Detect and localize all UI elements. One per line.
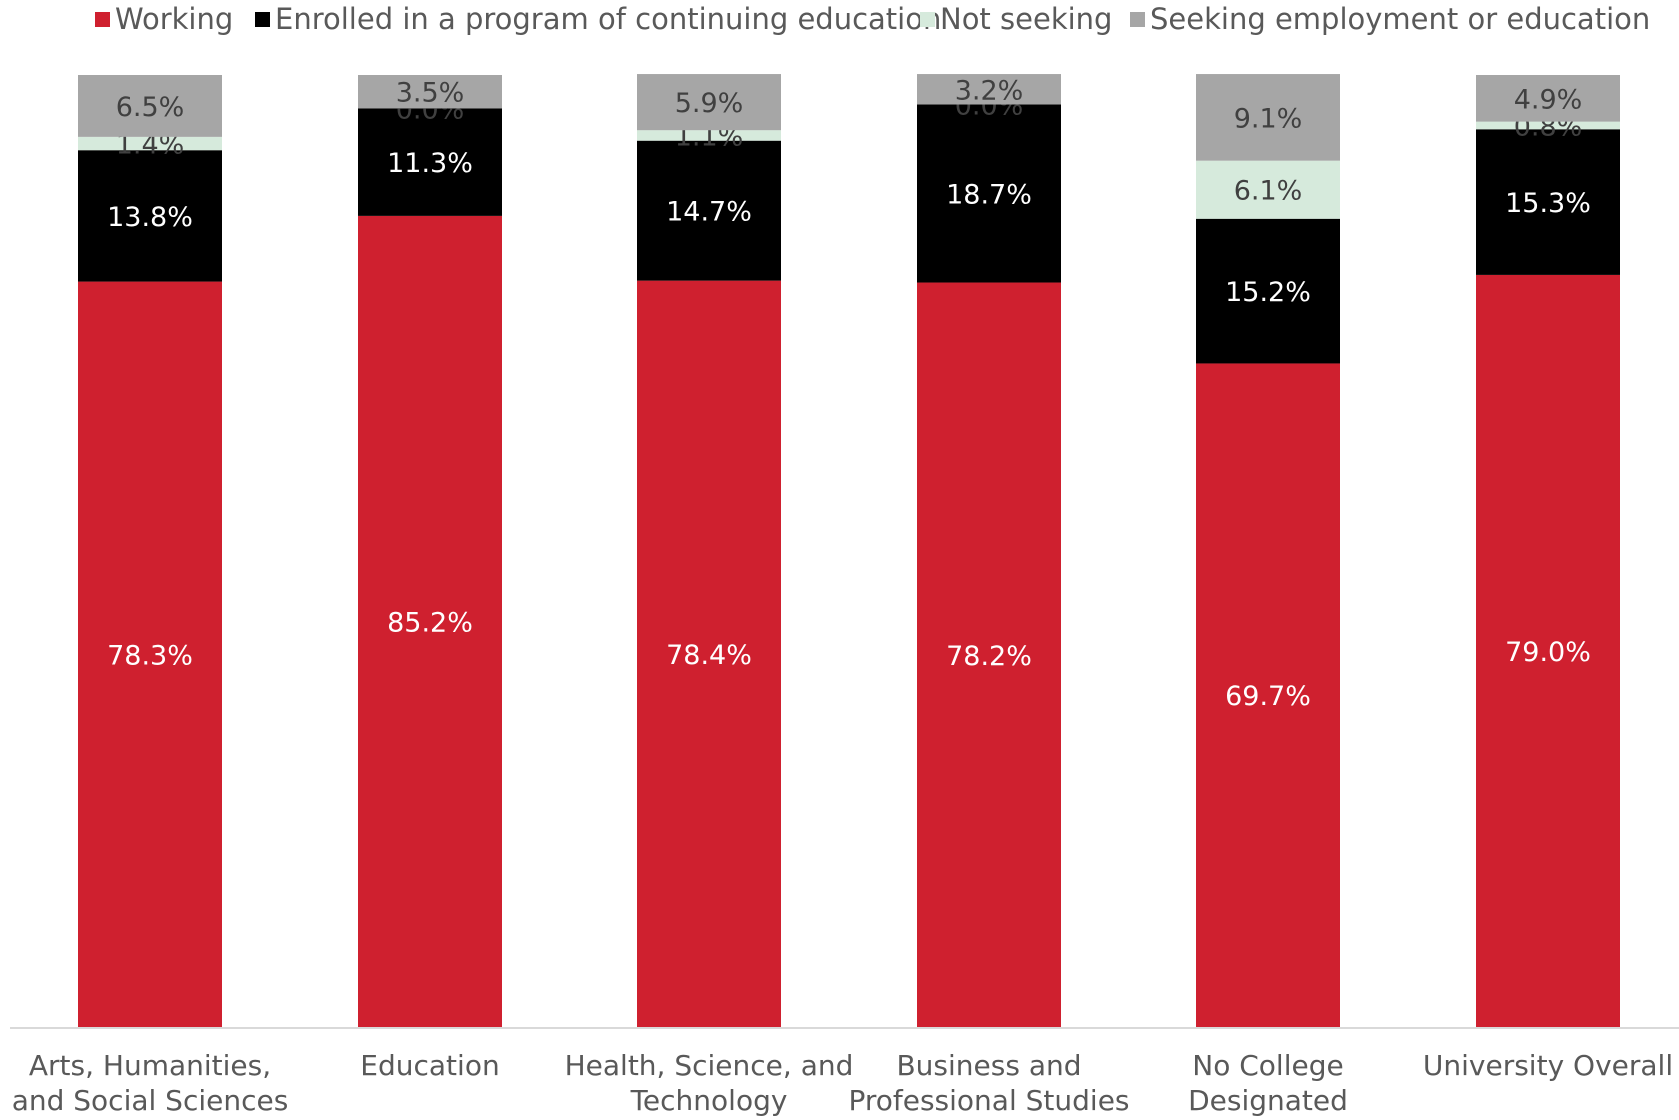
legend-item-seeking: Seeking employment or education [1130, 2, 1650, 36]
bar-segment-enrolled-0 [78, 150, 222, 282]
legend-swatch-enrolled [255, 11, 270, 27]
bar-segment-working-2 [637, 280, 781, 1028]
category-label-line: Education [360, 1049, 500, 1082]
category-label-line: Designated [1188, 1084, 1348, 1117]
category-label-5: University Overall [1403, 1048, 1679, 1083]
category-label-line: University Overall [1422, 1049, 1674, 1082]
bar-segment-enrolled-3 [917, 104, 1061, 283]
bar-segment-not-seeking-0 [78, 136, 222, 151]
legend-label-enrolled: Enrolled in a program of continuing educ… [275, 2, 942, 36]
legend-item-working: Working [95, 2, 233, 36]
bar-segment-seeking-2 [637, 74, 781, 131]
data-label-seeking-1: 3.5% [396, 78, 465, 109]
data-label-working-3: 78.2% [946, 641, 1032, 672]
data-label-enrolled-3: 18.7% [946, 180, 1032, 211]
bar-segment-enrolled-1 [358, 108, 502, 216]
data-label-working-5: 79.0% [1505, 637, 1591, 668]
data-label-working-2: 78.4% [666, 640, 752, 671]
bar-segment-working-4 [1196, 363, 1340, 1027]
data-label-seeking-5: 4.9% [1514, 84, 1583, 115]
legend-label-not-seeking: Not seeking [940, 2, 1113, 36]
category-label-line: and Social Sciences [11, 1084, 289, 1117]
data-label-enrolled-0: 13.8% [107, 202, 193, 233]
bar-segment-working-3 [917, 282, 1061, 1027]
bar-segment-working-5 [1476, 274, 1620, 1027]
bar-segment-seeking-1 [358, 75, 502, 109]
bar-segment-not-seeking-5 [1476, 121, 1620, 130]
data-label-enrolled-1: 11.3% [387, 148, 473, 179]
legend: Working Enrolled in a program of continui… [0, 0, 1679, 44]
bar-segment-working-1 [358, 215, 502, 1027]
category-label-4: No College Designated [1123, 1048, 1413, 1118]
legend-label-seeking: Seeking employment or education [1150, 2, 1651, 36]
bar-segment-seeking-4 [1196, 74, 1340, 161]
data-label-seeking-2: 5.9% [675, 88, 744, 119]
category-label-2: Health, Science, and Technology [564, 1048, 854, 1118]
data-label-enrolled-5: 15.3% [1505, 188, 1591, 219]
category-label-line: No College [1192, 1049, 1344, 1082]
data-label-seeking-0: 6.5% [116, 92, 185, 123]
legend-swatch-working [95, 11, 110, 27]
category-label-line: Technology [630, 1084, 788, 1117]
data-label-working-1: 85.2% [387, 607, 473, 638]
data-label-seeking-3: 3.2% [955, 75, 1024, 106]
bar-segment-not-seeking-4 [1196, 160, 1340, 219]
bar-segment-not-seeking-2 [637, 130, 781, 141]
category-label-1: Education [285, 1048, 575, 1083]
category-label-line: Health, Science, and [564, 1049, 854, 1082]
category-label-line: Professional Studies [848, 1084, 1130, 1117]
bar-segment-working-0 [78, 281, 222, 1028]
legend-swatch-not-seeking [920, 11, 935, 27]
legend-swatch-seeking [1130, 11, 1145, 27]
bar-segment-seeking-5 [1476, 75, 1620, 122]
category-label-3: Business and Professional Studies [844, 1048, 1134, 1118]
legend-item-enrolled: Enrolled in a program of continuing educ… [255, 2, 941, 36]
bar-segment-seeking-3 [917, 74, 1061, 105]
bar-segment-seeking-0 [78, 75, 222, 137]
bar-segment-enrolled-4 [1196, 218, 1340, 364]
category-label-line: Business and [896, 1049, 1082, 1082]
data-label-seeking-4: 9.1% [1234, 103, 1303, 134]
data-label-working-4: 69.7% [1225, 681, 1311, 712]
category-label-0: Arts, Humanities, and Social Sciences [5, 1048, 295, 1118]
bar-segment-enrolled-5 [1476, 129, 1620, 275]
data-label-working-0: 78.3% [107, 640, 193, 671]
legend-label-working: Working [115, 2, 234, 36]
category-label-line: Arts, Humanities, [28, 1049, 272, 1082]
data-label-not-seeking-4: 6.1% [1234, 176, 1303, 207]
data-label-enrolled-4: 15.2% [1225, 277, 1311, 308]
legend-item-not-seeking: Not seeking [920, 2, 1112, 36]
data-label-enrolled-2: 14.7% [666, 197, 752, 228]
bar-segment-enrolled-2 [637, 140, 781, 281]
